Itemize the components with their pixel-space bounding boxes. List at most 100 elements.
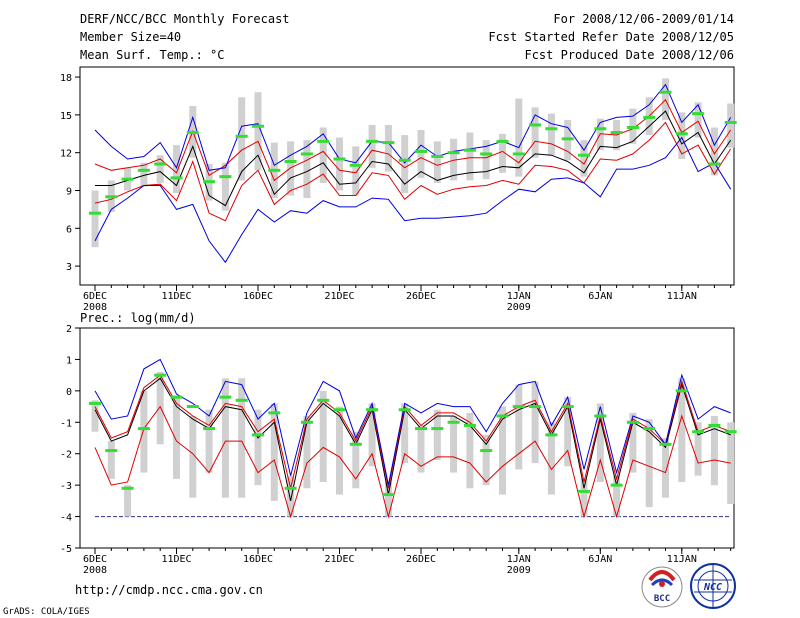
temp-y-tick-label: 12 [60, 149, 72, 160]
prec-climatology-marker [480, 449, 493, 453]
temp-climatology-marker [724, 120, 737, 124]
temp-spread-box [727, 103, 735, 148]
prec-climatology-marker [219, 395, 232, 399]
prec-spread-box [433, 409, 441, 460]
temp-climatology-marker [545, 127, 558, 131]
prec-x-tick-label: 11JAN [667, 554, 697, 565]
temp-climatology-marker [675, 132, 688, 136]
temp-climatology-marker [219, 175, 232, 179]
prec-climatology-marker [610, 483, 623, 487]
prec-climatology-marker [529, 405, 542, 409]
prec-climatology-marker [170, 395, 183, 399]
temp-climatology-marker [366, 139, 379, 143]
temp-series-ensemble-mean [95, 110, 732, 207]
temp-spread-box [173, 145, 180, 194]
footer-url[interactable]: http://cmdp.ncc.cma.gov.cn [75, 583, 263, 597]
prec-x-tick-label: 11DEC [161, 554, 191, 565]
prec-spread-box [678, 378, 686, 482]
prec-spread-box [368, 403, 376, 467]
temp-y-tick-label: 6 [66, 224, 72, 235]
prec-climatology-marker [463, 423, 476, 427]
prec-spread-box [629, 412, 637, 473]
temp-climatology-marker [496, 139, 509, 143]
prec-spread-box [645, 419, 653, 508]
temp-climatology-marker [170, 176, 183, 180]
prec-y-tick-label: -5 [60, 544, 72, 555]
prec-climatology-marker [496, 414, 509, 418]
temp-spread-box [417, 130, 425, 178]
temp-spread-box [678, 112, 686, 159]
temp-spread-box [221, 162, 229, 211]
temperature-plot: 3 6 9 12 15 18 6DEC 11DEC 16DEC 21DEC 26DEC 1JAN 6JA… [60, 73, 737, 313]
temp-y-tick-label: 18 [60, 73, 72, 84]
prec-climatology-marker [105, 449, 118, 453]
prec-climatology-marker [415, 427, 427, 431]
prec-climatology-marker [659, 442, 672, 446]
prec-climatology-marker [137, 427, 150, 431]
prec-climatology-marker [252, 433, 264, 437]
prec-spread-box [189, 416, 197, 498]
temp-spread-box [91, 190, 99, 248]
prec-climatology-marker [300, 420, 313, 424]
prec-series-max-envelope [94, 358, 731, 486]
temp-spread-box [499, 133, 506, 173]
temp-climatology-marker [692, 112, 705, 116]
prec-spread-box [515, 384, 523, 470]
temp-climatology-marker [284, 160, 297, 164]
member-size: Member Size=40 [80, 30, 181, 44]
prec-spread-box [303, 416, 311, 489]
prec-spread-box [319, 390, 327, 482]
bcc-logo-text: BCC [654, 594, 670, 604]
temp-y-tick-label: 3 [66, 262, 72, 273]
prec-spread-box [482, 434, 490, 486]
prec-x-tick-label: 6DEC [83, 554, 107, 565]
prec-spread-box [107, 441, 115, 479]
prec-spread-box [254, 409, 262, 486]
prec-y-tick-label: -3 [60, 481, 72, 492]
prec-climatology-marker [447, 420, 460, 424]
prec-spread-box [221, 378, 229, 498]
temp-x-tick-label: 16DEC [243, 291, 273, 302]
prec-climatology-marker [561, 405, 574, 409]
temp-spread-box [547, 113, 555, 156]
prec-y-tick-label: -4 [60, 513, 72, 524]
prec-climatology-marker [349, 442, 362, 446]
temp-spread-box [515, 98, 523, 177]
temp-climatology-marker [594, 127, 607, 131]
temp-spread-box [433, 141, 441, 183]
temp-spread-box [156, 155, 164, 183]
temp-spread-box [303, 140, 311, 199]
temp-spread-box [580, 140, 588, 177]
temp-spread-box [531, 107, 539, 158]
temp-year-label: 2008 [83, 302, 107, 313]
temp-climatology-marker [480, 152, 493, 156]
prec-spread-box [613, 475, 621, 517]
temp-climatology-marker [512, 152, 525, 156]
prec-climatology-marker [626, 420, 639, 424]
prec-climatology-marker [431, 427, 444, 431]
temp-spread-box [368, 124, 376, 168]
temp-y-tick-label: 9 [66, 186, 72, 197]
prec-year-label: 2008 [83, 565, 107, 576]
prec-climatology-marker [317, 398, 330, 402]
chart-title: DERF/NCC/BCC Monthly Forecast [80, 12, 290, 26]
prec-climatology-marker [675, 389, 688, 393]
forecast-period: For 2008/12/06-2009/01/14 [553, 12, 734, 26]
temp-climatology-marker [333, 157, 346, 161]
prec-x-tick-label: 1JAN [507, 554, 531, 565]
prec-spread-box [547, 422, 555, 495]
prec-spread-box [401, 403, 409, 464]
temp-climatology-marker [626, 125, 639, 129]
temp-x-tick-label: 11DEC [161, 291, 191, 302]
prec-spread-box [140, 390, 148, 473]
temp-spread-box [482, 140, 490, 180]
prec-spread-box [417, 425, 425, 473]
bottom-panel-variable: Prec.: log(mm/d) [80, 311, 196, 325]
temp-climatology-marker [89, 211, 101, 215]
temp-spread-box [140, 162, 148, 187]
top-panel-variable: Mean Surf. Temp.: °C [80, 48, 225, 62]
temperature-panel-frame [79, 66, 735, 286]
prec-spread-box [352, 431, 360, 489]
prec-climatology-marker [89, 401, 101, 405]
prec-climatology-marker [186, 405, 199, 409]
